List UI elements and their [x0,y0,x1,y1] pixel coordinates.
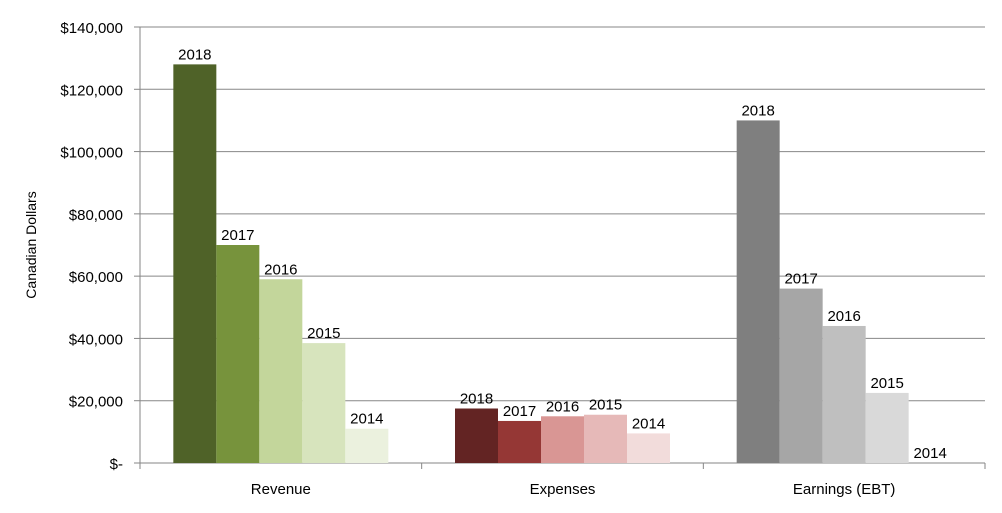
bar-data-label: 2015 [870,375,903,392]
x-category-label: Revenue [251,481,311,498]
bar [498,420,541,463]
y-tick-label: $60,000 [69,269,123,286]
bar [584,414,627,463]
bar-data-label: 2016 [264,261,297,278]
bar-data-label: 2017 [221,227,254,244]
bar-data-label: 2018 [741,102,774,119]
bar-data-label: 2015 [307,325,340,342]
bar [216,245,260,463]
bar [627,433,670,463]
y-tick-label: $- [110,456,123,473]
y-axis-title: Canadian Dollars [23,191,39,298]
bar-data-label: 2017 [503,403,536,420]
bar-data-label: 2014 [350,411,383,428]
bar-data-label: 2016 [546,398,579,415]
y-tick-label: $140,000 [60,20,123,37]
bar [541,416,584,463]
bar-data-label: 2017 [784,271,817,288]
y-axis-ticks: $- $20,000 $40,000 $60,000 $80,000 $100,000 $1… [60,20,123,473]
bar-data-label: 2015 [589,397,622,414]
bar [455,408,498,463]
bars [173,64,909,463]
bar [173,64,217,463]
bar [736,120,780,463]
bar [345,428,389,463]
x-category-label: Expenses [530,481,596,498]
bar [779,288,823,463]
bar-data-label: 2014 [913,445,946,462]
bar-data-label: 2018 [460,391,493,408]
y-tick-label: $100,000 [60,145,123,162]
bar-data-label: 2014 [632,415,665,432]
bar [302,343,346,463]
bar [822,325,866,463]
bar-data-label: 2016 [827,308,860,325]
x-category-label: Earnings (EBT) [793,481,896,498]
bar [259,279,303,463]
bar-data-label: 2018 [178,46,211,63]
bar [865,392,909,463]
y-tick-label: $20,000 [69,394,123,411]
y-tick-label: $80,000 [69,207,123,224]
y-tick-label: $40,000 [69,331,123,348]
y-tick-label: $120,000 [60,82,123,99]
bar-labels: 2018 2017 2016 2015 2014 2018 2017 2016 2015 2014… [178,46,947,462]
x-axis-categories: Revenue Expenses Earnings (EBT) [251,481,896,498]
